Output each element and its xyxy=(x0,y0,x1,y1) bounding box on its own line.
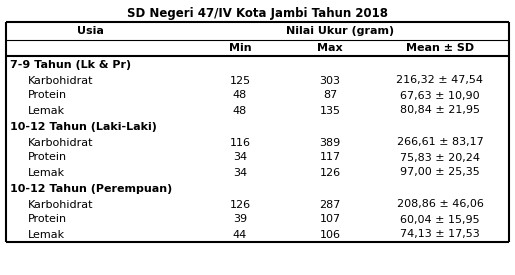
Text: 125: 125 xyxy=(230,76,251,86)
Text: 67,63 ± 10,90: 67,63 ± 10,90 xyxy=(400,90,480,100)
Text: Nilai Ukur (gram): Nilai Ukur (gram) xyxy=(286,26,394,36)
Text: Protein: Protein xyxy=(28,90,67,100)
Text: Karbohidrat: Karbohidrat xyxy=(28,199,94,210)
Text: 39: 39 xyxy=(233,214,247,224)
Text: Max: Max xyxy=(317,43,343,53)
Text: Lemak: Lemak xyxy=(28,167,65,177)
Text: 48: 48 xyxy=(233,106,247,116)
Text: Lemak: Lemak xyxy=(28,230,65,240)
Text: 74,13 ± 17,53: 74,13 ± 17,53 xyxy=(400,230,480,240)
Text: 266,61 ± 83,17: 266,61 ± 83,17 xyxy=(397,138,484,147)
Text: 303: 303 xyxy=(319,76,340,86)
Text: SD Negeri 47/IV Kota Jambi Tahun 2018: SD Negeri 47/IV Kota Jambi Tahun 2018 xyxy=(127,7,388,20)
Text: 44: 44 xyxy=(233,230,247,240)
Text: Protein: Protein xyxy=(28,214,67,224)
Text: 107: 107 xyxy=(319,214,340,224)
Text: 10-12 Tahun (Laki-Laki): 10-12 Tahun (Laki-Laki) xyxy=(10,122,157,131)
Text: 389: 389 xyxy=(319,138,340,147)
Text: Lemak: Lemak xyxy=(28,106,65,116)
Text: 208,86 ± 46,06: 208,86 ± 46,06 xyxy=(397,199,484,210)
Text: 80,84 ± 21,95: 80,84 ± 21,95 xyxy=(400,106,480,116)
Text: 126: 126 xyxy=(230,199,251,210)
Text: 126: 126 xyxy=(319,167,340,177)
Text: 34: 34 xyxy=(233,153,247,163)
Text: 135: 135 xyxy=(319,106,340,116)
Text: 287: 287 xyxy=(319,199,341,210)
Text: 116: 116 xyxy=(230,138,250,147)
Text: 87: 87 xyxy=(323,90,337,100)
Text: 60,04 ± 15,95: 60,04 ± 15,95 xyxy=(400,214,480,224)
Text: 216,32 ± 47,54: 216,32 ± 47,54 xyxy=(397,76,484,86)
Text: 34: 34 xyxy=(233,167,247,177)
Text: 106: 106 xyxy=(319,230,340,240)
Text: 97,00 ± 25,35: 97,00 ± 25,35 xyxy=(400,167,480,177)
Text: 75,83 ± 20,24: 75,83 ± 20,24 xyxy=(400,153,480,163)
Text: Karbohidrat: Karbohidrat xyxy=(28,138,94,147)
Text: Protein: Protein xyxy=(28,153,67,163)
Text: Mean ± SD: Mean ± SD xyxy=(406,43,474,53)
Text: 48: 48 xyxy=(233,90,247,100)
Text: 117: 117 xyxy=(319,153,340,163)
Text: 10-12 Tahun (Perempuan): 10-12 Tahun (Perempuan) xyxy=(10,183,172,194)
Text: Min: Min xyxy=(229,43,251,53)
Text: Karbohidrat: Karbohidrat xyxy=(28,76,94,86)
Text: Usia: Usia xyxy=(77,26,104,36)
Text: 7-9 Tahun (Lk & Pr): 7-9 Tahun (Lk & Pr) xyxy=(10,59,131,70)
